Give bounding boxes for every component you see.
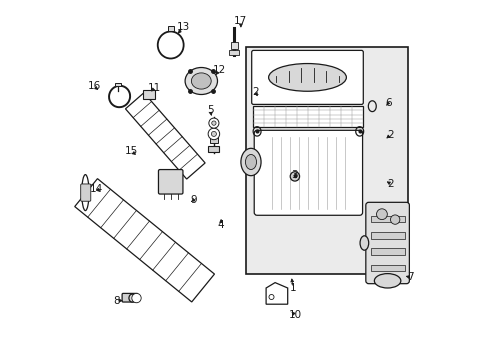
Text: 2: 2 [386,179,393,189]
Ellipse shape [185,68,217,94]
Bar [246,47,407,274]
Text: 13: 13 [176,22,189,32]
Text: 8: 8 [113,296,120,306]
Text: 15: 15 [124,146,138,156]
Circle shape [208,118,219,128]
FancyBboxPatch shape [158,170,183,194]
Text: 17: 17 [234,16,247,26]
FancyBboxPatch shape [251,50,363,104]
Text: 12: 12 [212,65,225,75]
FancyBboxPatch shape [254,130,362,215]
Text: 6: 6 [385,98,391,108]
FancyBboxPatch shape [142,90,155,99]
Bar [167,26,173,31]
Text: 3: 3 [291,170,298,180]
FancyBboxPatch shape [122,293,138,302]
Circle shape [289,172,299,181]
Text: 16: 16 [87,81,101,91]
Text: 14: 14 [90,184,103,194]
Text: 10: 10 [288,310,301,320]
Bar [230,42,238,49]
Ellipse shape [374,274,400,288]
Bar [370,248,404,255]
Bar [115,83,121,86]
Ellipse shape [268,63,346,91]
Bar [370,232,404,239]
Circle shape [211,121,216,125]
Circle shape [208,128,219,140]
Ellipse shape [359,236,368,250]
Text: 5: 5 [206,105,213,115]
Text: 2: 2 [251,87,258,97]
Ellipse shape [191,73,211,89]
Bar [252,106,362,127]
Text: 7: 7 [406,272,412,282]
Ellipse shape [81,175,89,211]
Circle shape [376,209,386,220]
Circle shape [211,131,216,136]
Text: 2: 2 [386,130,393,140]
Circle shape [132,293,141,303]
Bar [229,50,239,55]
FancyBboxPatch shape [365,202,408,284]
Ellipse shape [241,148,261,176]
Text: 1: 1 [289,283,296,293]
Circle shape [268,294,273,300]
Text: 4: 4 [217,220,224,230]
Text: 9: 9 [190,195,197,205]
FancyBboxPatch shape [209,137,218,143]
Bar [370,265,404,271]
FancyBboxPatch shape [208,146,219,152]
FancyBboxPatch shape [81,184,91,201]
Text: 11: 11 [147,83,161,93]
Circle shape [390,215,399,224]
Ellipse shape [129,294,135,302]
Ellipse shape [245,154,256,170]
Bar [370,216,404,222]
